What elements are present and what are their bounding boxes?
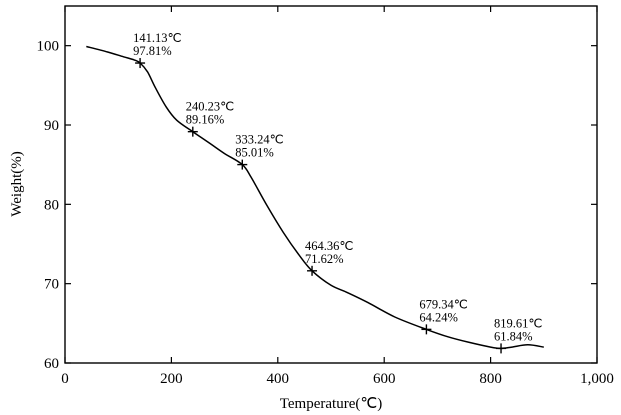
annotation-point: 333.24℃85.01% xyxy=(235,133,284,170)
annotation-temperature: 464.36℃ xyxy=(305,239,353,253)
annotation-temperature: 240.23℃ xyxy=(186,100,234,114)
annotation-markers: 141.13℃97.81%240.23℃89.16%333.24℃85.01%4… xyxy=(133,31,542,354)
annotation-point: 819.61℃61.84% xyxy=(494,316,542,354)
x-tick-label: 400 xyxy=(267,371,290,387)
annotation-point: 464.36℃71.62% xyxy=(305,239,353,276)
y-tick-label: 70 xyxy=(44,277,59,293)
annotation-temperature: 819.61℃ xyxy=(494,316,542,330)
annotation-weight: 89.16% xyxy=(186,113,225,127)
y-tick-label: 80 xyxy=(44,197,59,213)
annotation-temperature: 141.13℃ xyxy=(133,31,181,45)
x-tick-label: 0 xyxy=(61,371,69,387)
x-axis-title: Temperature(℃) xyxy=(280,396,382,412)
annotation-weight: 85.01% xyxy=(235,146,274,160)
annotation-temperature: 333.24℃ xyxy=(235,133,283,147)
annotation-temperature: 679.34℃ xyxy=(419,297,467,311)
annotation-point: 141.13℃97.81% xyxy=(133,31,182,69)
annotation-point: 679.34℃64.24% xyxy=(419,297,468,335)
x-tick-label: 1,000 xyxy=(580,371,614,387)
weight-curve xyxy=(86,45,544,350)
axis-ticks: 0 200 400 600 800 1,000 60 70 80 90 100 xyxy=(37,6,614,387)
y-tick-label: 90 xyxy=(44,118,59,134)
plot-frame xyxy=(64,5,598,364)
annotation-point: 240.23℃89.16% xyxy=(186,100,234,137)
x-tick-label: 600 xyxy=(373,371,396,387)
annotation-weight: 61.84% xyxy=(494,329,533,343)
x-tick-label: 800 xyxy=(479,371,502,387)
y-axis-title: Weight(%) xyxy=(9,151,25,216)
y-tick-label: 100 xyxy=(37,39,60,55)
x-tick-label: 200 xyxy=(160,371,183,387)
annotation-weight: 64.24% xyxy=(419,310,458,324)
y-tick-label: 60 xyxy=(44,356,59,372)
annotation-weight: 71.62% xyxy=(305,252,344,266)
annotation-weight: 97.81% xyxy=(133,44,172,58)
